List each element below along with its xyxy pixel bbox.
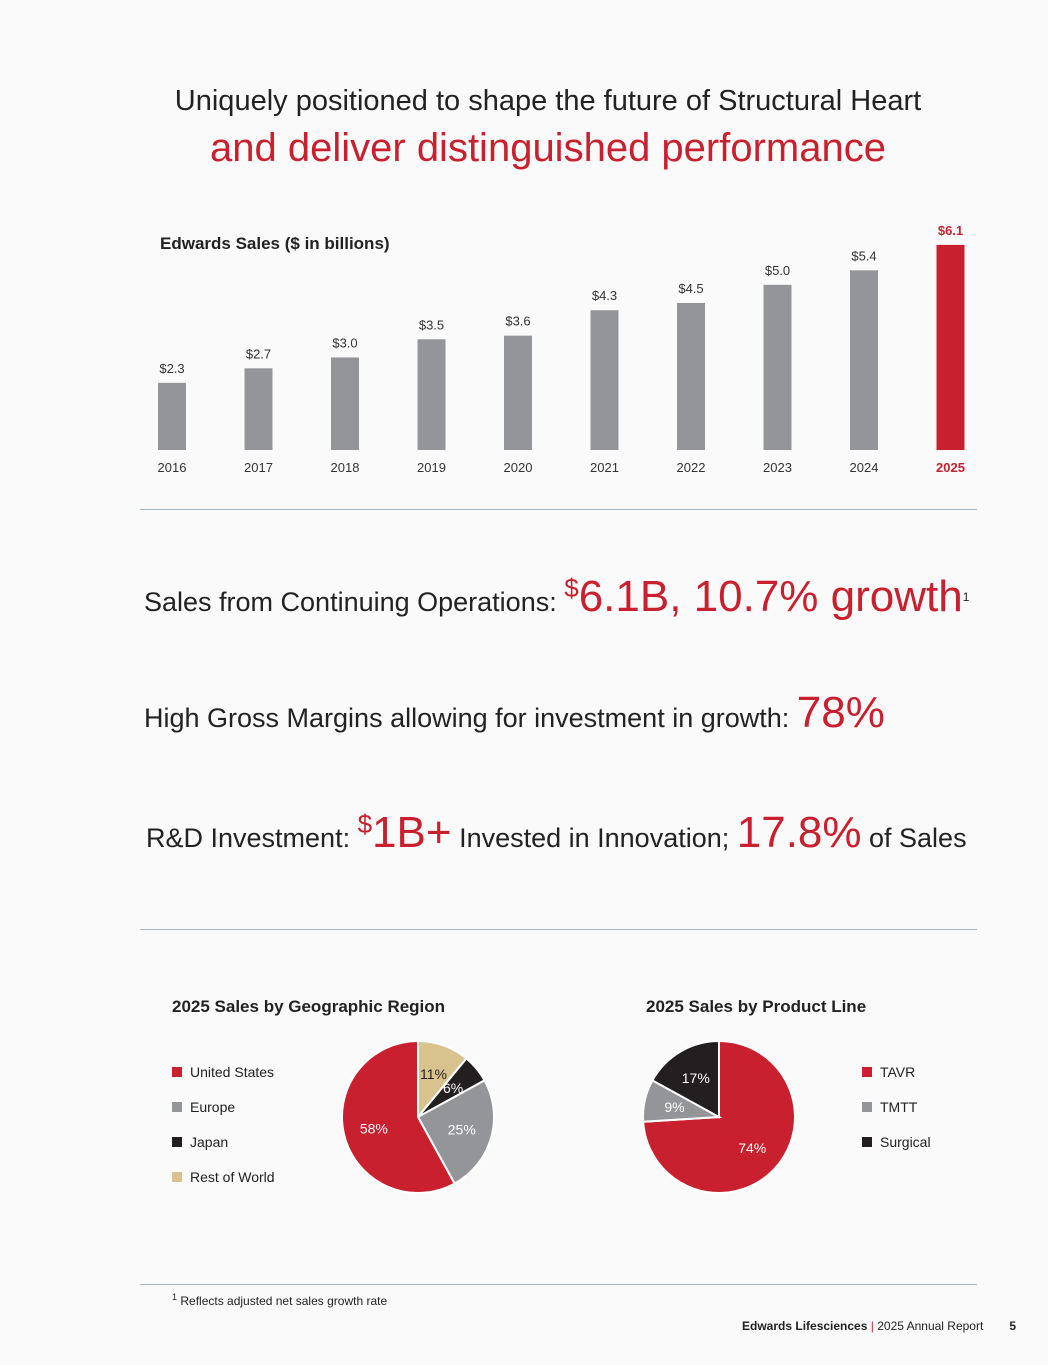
pie-slice-label: 25% bbox=[448, 1122, 476, 1138]
footnote: 1 Reflects adjusted net sales growth rat… bbox=[172, 1292, 387, 1308]
x-tick-label: 2024 bbox=[850, 460, 879, 475]
stat-label: Invested in Innovation; bbox=[451, 823, 737, 853]
stat-label: Sales from Continuing Operations: bbox=[144, 587, 565, 617]
heading-line1: Uniquely positioned to shape the future … bbox=[174, 85, 922, 117]
x-tick-label: 2016 bbox=[158, 460, 187, 475]
stat-value: 78% bbox=[796, 688, 885, 737]
x-tick-label: 2021 bbox=[590, 460, 619, 475]
pie-slice-label: 11% bbox=[420, 1066, 447, 1082]
bar-value-label: $2.7 bbox=[246, 346, 271, 361]
legend-label: Rest of World bbox=[190, 1168, 275, 1185]
currency: $ bbox=[564, 573, 579, 603]
x-tick-label: 2020 bbox=[504, 460, 533, 475]
company-name: Edwards Lifesciences bbox=[742, 1319, 868, 1333]
legend-item: TMTT bbox=[862, 1089, 931, 1124]
bar-2019 bbox=[417, 339, 446, 450]
stat-label: High Gross Margins allowing for investme… bbox=[144, 703, 797, 733]
separator: | bbox=[870, 1319, 874, 1333]
x-tick-label: 2017 bbox=[244, 460, 273, 475]
sales-bar-chart: $2.3 2016 $2.7 2017 $3.0 2018 $3.5 2019 $3.6 2020… bbox=[158, 223, 965, 475]
legend-label: United States bbox=[190, 1063, 275, 1080]
geo-legend: United States Europe Japan Rest of World bbox=[172, 1054, 275, 1194]
bar-chart-title: Edwards Sales ($ in billions) bbox=[160, 234, 390, 253]
legend-label: Japan bbox=[190, 1133, 229, 1150]
pie-slice-label: 58% bbox=[360, 1120, 388, 1136]
stat-label: of Sales bbox=[861, 823, 967, 853]
pie-slice-united-states bbox=[341, 1039, 456, 1194]
pie-slice-surgical bbox=[651, 1039, 720, 1119]
stat-value: 6.1B, 10.7% growth bbox=[578, 572, 963, 621]
stat-label: R&D Investment: bbox=[146, 823, 358, 853]
bar-value-label: $3.5 bbox=[419, 317, 444, 332]
swatch bbox=[862, 1066, 872, 1077]
stat-value: 17.8% bbox=[736, 808, 862, 857]
footnote-text: Reflects adjusted net sales growth rate bbox=[180, 1294, 388, 1308]
pie-slice-label: 17% bbox=[682, 1070, 710, 1086]
legend-item: United States bbox=[172, 1054, 275, 1089]
bar-2018 bbox=[331, 357, 359, 450]
stat-sales: Sales from Continuing Operations: $6.1B,… bbox=[144, 572, 969, 622]
legend-item: Japan bbox=[172, 1124, 275, 1159]
legend-item: Surgical bbox=[862, 1124, 931, 1159]
divider bbox=[140, 1284, 977, 1285]
x-tick-label: 2018 bbox=[331, 460, 360, 475]
footnote-number: 1 bbox=[172, 1292, 178, 1302]
x-tick-label: 2022 bbox=[677, 460, 706, 475]
bar-value-label: $2.3 bbox=[159, 361, 184, 376]
bar-2023 bbox=[763, 284, 792, 450]
report-name: 2025 Annual Report bbox=[877, 1319, 984, 1333]
legend-label: TAVR bbox=[880, 1063, 916, 1080]
bar-value-label: $6.1 bbox=[938, 223, 963, 238]
product-legend: TAVR TMTT Surgical bbox=[862, 1054, 931, 1159]
stat-rd: R&D Investment: $1B+ Invested in Innovat… bbox=[146, 808, 967, 858]
stat-margins: High Gross Margins allowing for investme… bbox=[144, 688, 885, 738]
x-tick-label: 2019 bbox=[417, 460, 446, 475]
stat-value: 1B+ bbox=[372, 808, 452, 857]
legend-label: TMTT bbox=[880, 1098, 918, 1115]
bar-2025 bbox=[936, 244, 965, 450]
bar-2020 bbox=[504, 335, 532, 450]
swatch bbox=[172, 1136, 182, 1147]
legend-label: Europe bbox=[190, 1098, 236, 1115]
footnote-ref: 1 bbox=[962, 590, 970, 604]
bar-value-label: $4.3 bbox=[592, 288, 617, 303]
divider bbox=[140, 929, 977, 930]
legend-item: Rest of World bbox=[172, 1159, 275, 1194]
currency: $ bbox=[357, 809, 373, 839]
bar-2024 bbox=[850, 270, 878, 450]
divider bbox=[140, 509, 977, 510]
heading-line2: and deliver distinguished performance bbox=[210, 126, 886, 170]
geo-pie-title: 2025 Sales by Geographic Region bbox=[172, 997, 446, 1016]
bar-value-label: $3.0 bbox=[332, 335, 357, 350]
page-number: 5 bbox=[1009, 1319, 1016, 1333]
x-tick-label: 2025 bbox=[936, 460, 965, 475]
bar-2022 bbox=[677, 302, 705, 450]
bar-2021 bbox=[590, 310, 619, 450]
swatch bbox=[172, 1171, 182, 1182]
product-pie-title: 2025 Sales by Product Line bbox=[646, 997, 867, 1016]
pie-slice-label: 9% bbox=[664, 1099, 684, 1115]
swatch bbox=[862, 1101, 872, 1112]
pie-slice-europe bbox=[416, 1079, 495, 1185]
legend-item: Europe bbox=[172, 1089, 275, 1124]
legend-item: TAVR bbox=[862, 1054, 931, 1089]
bar-value-label: $4.5 bbox=[678, 281, 703, 296]
bar-value-label: $3.6 bbox=[505, 314, 530, 329]
swatch bbox=[862, 1136, 872, 1147]
legend-label: Surgical bbox=[880, 1133, 931, 1150]
pie-slice-label: 6% bbox=[443, 1080, 463, 1096]
bar-2016 bbox=[158, 382, 186, 450]
pie-slice-label: 74% bbox=[738, 1140, 766, 1156]
bar-2017 bbox=[244, 368, 273, 450]
x-tick-label: 2023 bbox=[763, 460, 792, 475]
page-footer: Edwards Lifesciences | 2025 Annual Repor… bbox=[742, 1319, 1016, 1333]
swatch bbox=[172, 1066, 182, 1077]
bar-value-label: $5.0 bbox=[765, 263, 790, 278]
swatch bbox=[172, 1101, 182, 1112]
pie-charts: 11%6% 25% 58% 74% 9% 17% bbox=[341, 1039, 796, 1194]
bar-value-label: $5.4 bbox=[851, 248, 876, 263]
